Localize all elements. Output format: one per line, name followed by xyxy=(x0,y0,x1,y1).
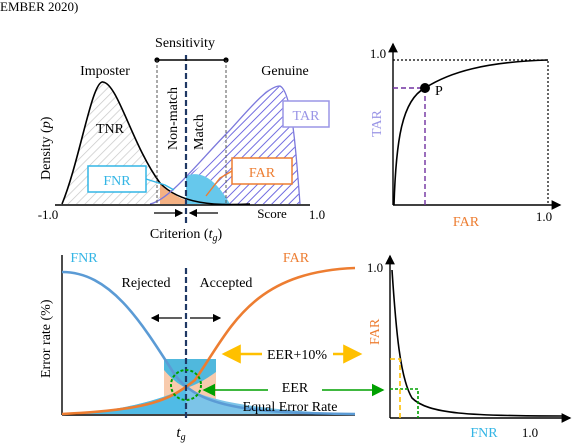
imposter-label: Imposter xyxy=(80,64,130,79)
det-ytick: 1.0 xyxy=(367,260,383,275)
tar-box xyxy=(282,100,330,128)
det-xlabel: FNR xyxy=(470,426,498,441)
genuine-label: Genuine xyxy=(261,64,308,79)
score-label: Score xyxy=(257,206,287,221)
far-pointer xyxy=(205,170,233,197)
panel-roc: P 1.0 1.0 TAR FAR xyxy=(370,42,562,230)
non-match-label: Non-match xyxy=(166,87,181,150)
tar-label: TAR xyxy=(293,109,321,124)
err-far-label: FAR xyxy=(283,251,310,266)
eer-full-label: Equal Error Rate xyxy=(243,400,338,415)
fnr-fill xyxy=(186,388,355,414)
panel-det: 1.0 1.0 FAR FNR xyxy=(367,254,572,441)
roc-ytick: 1.0 xyxy=(370,46,386,61)
det-ylabel: FAR xyxy=(368,318,383,345)
panel-error-rates: FNR FAR Rejected Accepted Error rate (%)… xyxy=(39,251,385,443)
far-fill-left xyxy=(62,388,186,414)
criterion-label: Criterion (tg) xyxy=(150,227,223,244)
far-region xyxy=(160,183,186,204)
accepted-label: Accepted xyxy=(200,276,253,291)
tl-xmin-label: -1.0 xyxy=(38,207,59,222)
err-fnr-label: FNR xyxy=(70,251,98,266)
roc-point-label: P xyxy=(435,84,443,99)
fnr-region xyxy=(186,174,230,204)
det-curve xyxy=(391,269,563,417)
roc-xlabel: FAR xyxy=(453,215,480,230)
rejected-label: Rejected xyxy=(122,276,171,291)
far-curve xyxy=(61,266,356,416)
eer-label: EER xyxy=(282,381,309,396)
det-eer-box xyxy=(390,388,419,418)
density-ylabel: Density (p) xyxy=(39,116,54,180)
tl-xmax-label: 1.0 xyxy=(309,207,325,222)
det-eer10-box xyxy=(390,358,401,418)
header-text: EMBER 2020) xyxy=(0,0,78,14)
roc-point-p xyxy=(420,83,430,93)
panel-score-distribution: Sensitivity Imposter Genuine Non-match M… xyxy=(38,36,330,244)
eer10-label: EER+10% xyxy=(267,348,327,363)
tnr-label: TNR xyxy=(96,122,125,137)
roc-ylabel: TAR xyxy=(370,109,385,137)
sensitivity-label: Sensitivity xyxy=(155,36,215,51)
det-xtick: 1.0 xyxy=(522,425,538,440)
match-label: Match xyxy=(192,114,207,150)
roc-curve xyxy=(393,59,549,206)
imposter-curve xyxy=(61,81,251,206)
roc-xtick: 1.0 xyxy=(536,209,552,224)
far-label: FAR xyxy=(249,166,276,181)
eer-circle xyxy=(170,369,202,401)
err-ylabel: Error rate (%) xyxy=(39,299,54,378)
fnr-label: FNR xyxy=(103,174,131,189)
roc-bounding-box xyxy=(393,59,549,205)
fnr-pointer xyxy=(145,178,175,191)
err-xlabel: tg xyxy=(176,425,185,443)
